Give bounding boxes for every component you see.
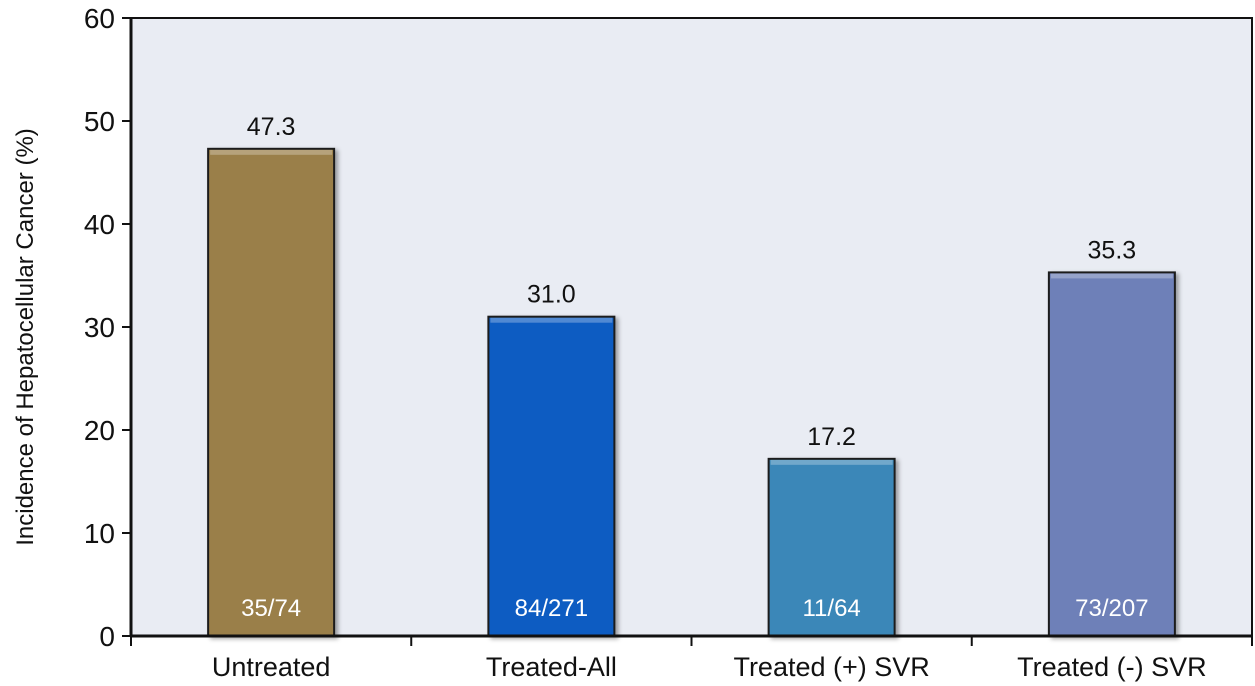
y-tick-label: 20 xyxy=(84,415,115,446)
x-category-label: Treated (+) SVR xyxy=(733,652,929,682)
bar xyxy=(207,147,336,637)
bars xyxy=(207,147,1176,637)
y-tick-label: 60 xyxy=(84,3,115,34)
x-category-label: Treated-All xyxy=(486,652,617,682)
y-tick-label: 0 xyxy=(99,621,115,652)
y-axis-title: Incidence of Hepatocellular Cancer (%) xyxy=(12,128,39,546)
bar-count-label: 84/271 xyxy=(515,595,588,622)
bar-count-label: 35/74 xyxy=(241,595,301,622)
bar-count-label: 11/64 xyxy=(802,595,860,622)
y-tick-label: 10 xyxy=(84,518,115,549)
axes: 0 10 20 30 40 50 60 xyxy=(84,3,1253,652)
data-labels: 47.3 35/74 Untreated 31.0 84/271 Treated-All 1… xyxy=(212,113,1207,682)
bar xyxy=(1047,271,1176,637)
bar xyxy=(487,315,616,637)
y-tick-label: 40 xyxy=(84,209,115,240)
bar-value-label: 17.2 xyxy=(807,423,856,451)
bar-value-label: 47.3 xyxy=(247,113,296,141)
bar-highlight xyxy=(770,459,893,465)
bar-value-label: 35.3 xyxy=(1088,236,1137,264)
bar-count-label: 73/207 xyxy=(1075,595,1148,622)
y-tick-label: 30 xyxy=(84,312,115,343)
y-tick-label: 50 xyxy=(84,106,115,137)
bar-highlight xyxy=(490,317,613,323)
bar-value-label: 31.0 xyxy=(527,281,576,309)
x-category-label: Untreated xyxy=(212,652,331,682)
bar xyxy=(767,457,896,637)
bar-highlight xyxy=(210,149,333,155)
bar-highlight xyxy=(1050,273,1173,279)
x-category-label: Treated (-) SVR xyxy=(1017,652,1207,682)
